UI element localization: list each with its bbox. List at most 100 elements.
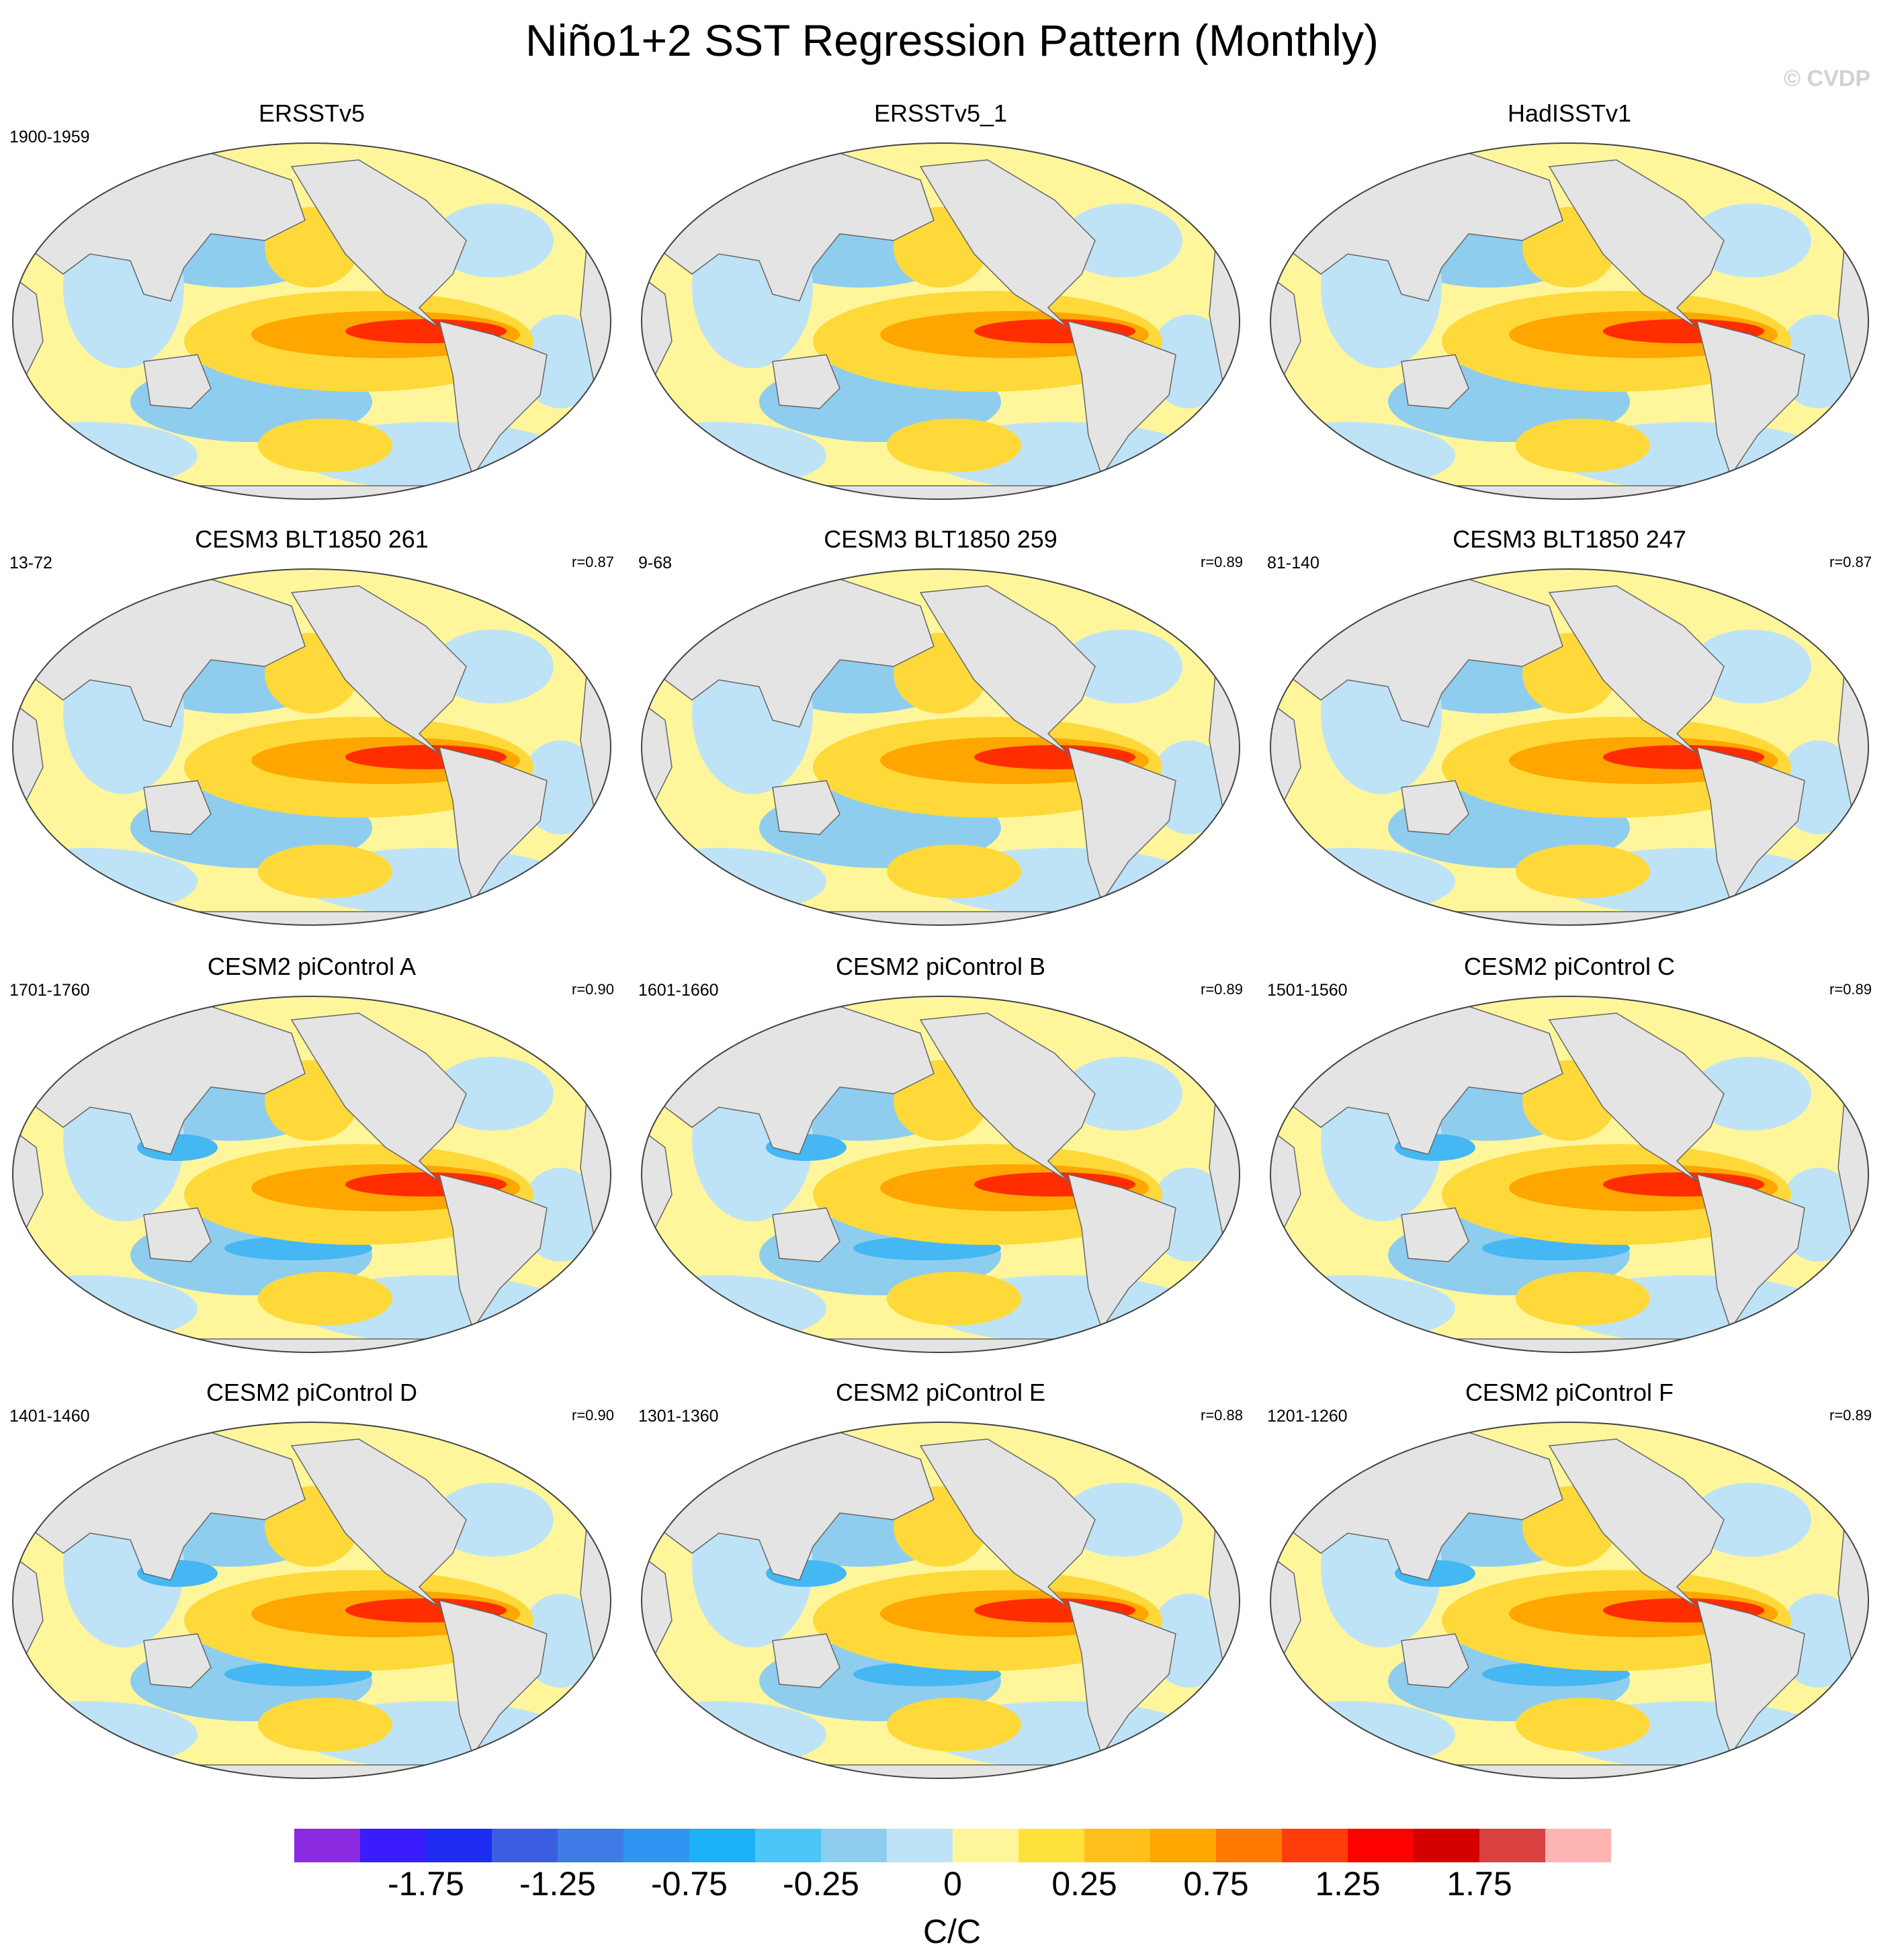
map-border: [1270, 568, 1869, 926]
land-antarctica: [1270, 1764, 1868, 1778]
colorbar-swatch: [360, 1829, 426, 1862]
colorbar-unit: C/C: [922, 1913, 982, 1950]
map-border: [1270, 142, 1869, 500]
land-south-america: [438, 746, 548, 903]
colorbar-swatch: [1216, 1829, 1282, 1862]
negative-anomaly-region: [433, 630, 554, 703]
colorbar-swatch: [821, 1829, 887, 1862]
negative-anomaly-region: [433, 1057, 554, 1131]
colorbar-swatch: [1479, 1829, 1545, 1862]
positive-anomaly-region: [258, 1272, 392, 1326]
sst-regression-map: [641, 142, 1240, 500]
land-australia: [772, 1207, 840, 1262]
land-australia: [772, 1633, 840, 1688]
map-border: [12, 996, 611, 1353]
panel-title: CESM2 piControl C: [1463, 953, 1676, 980]
sst-regression-map: [1270, 996, 1869, 1353]
land-north-america: [919, 1438, 1096, 1608]
land-south-america: [438, 1173, 548, 1330]
land-north-america: [919, 159, 1096, 329]
land-north-america: [290, 1438, 467, 1608]
negative-anomaly-region: [1062, 1483, 1182, 1557]
colorbar-swatch: [623, 1829, 689, 1862]
panel-correlation: r=0.90: [572, 1407, 614, 1424]
panel-correlation: r=0.89: [1829, 981, 1872, 998]
land-south-america: [1696, 320, 1805, 477]
positive-anomaly-region: [1516, 419, 1650, 472]
land-australia: [1401, 780, 1469, 835]
colorbar-swatch: [689, 1829, 755, 1862]
map-panel: CESM2 piControl F 1201-1260 r=0.89: [1267, 1379, 1872, 1782]
colorbar-swatch: [426, 1829, 492, 1862]
colorbar-swatch: [1348, 1829, 1414, 1862]
positive-anomaly-region: [887, 844, 1021, 898]
cvdp-credit: © CVDP: [1784, 66, 1870, 91]
map-panel: CESM2 piControl A 1701-1760 r=0.90: [9, 953, 614, 1356]
map-panel: CESM2 piControl B 1601-1660 r=0.89: [638, 953, 1243, 1356]
colorbar-tick-label: -1.25: [519, 1865, 596, 1903]
colorbar-swatch: [492, 1829, 558, 1862]
panel-correlation: r=0.87: [572, 554, 614, 570]
map-panel: CESM2 piControl D 1401-1460 r=0.90: [9, 1379, 614, 1782]
positive-anomaly-region: [258, 1698, 392, 1751]
panel-title: CESM3 BLT1850 247: [1453, 525, 1686, 553]
sst-regression-map: [1270, 568, 1869, 926]
panel-period: 1501-1560: [1267, 981, 1348, 1000]
colorbar-tick-label: 0.75: [1183, 1865, 1249, 1903]
panel-period: 1601-1660: [638, 981, 719, 1000]
positive-anomaly-region: [1516, 844, 1650, 898]
land-antarctica: [1270, 1338, 1868, 1352]
land-north-america: [1548, 1012, 1725, 1182]
panel-title: CESM2 piControl F: [1465, 1379, 1674, 1406]
positive-anomaly-region: [258, 844, 392, 898]
panel-period: 1701-1760: [9, 981, 90, 1000]
land-south-america: [1696, 1173, 1805, 1330]
land-antarctica: [1270, 911, 1868, 925]
map-border: [641, 996, 1240, 1353]
land-north-america: [1548, 159, 1725, 329]
land-antarctica: [642, 1764, 1240, 1778]
land-south-america: [1067, 320, 1176, 477]
panel-period: 1201-1260: [1267, 1407, 1348, 1426]
positive-anomaly-region: [887, 419, 1021, 472]
land-australia: [772, 780, 840, 835]
land-south-america: [1067, 1173, 1176, 1330]
map-panel: CESM2 piControl E 1301-1360 r=0.88: [638, 1379, 1243, 1782]
colorbar-tick-label: 1.75: [1446, 1865, 1512, 1903]
negative-anomaly-region: [433, 1483, 554, 1557]
panel-title: CESM3 BLT1850 261: [195, 525, 429, 553]
panel-correlation: r=0.90: [572, 981, 614, 998]
panel-period: 1301-1360: [638, 1407, 719, 1426]
land-south-america: [1696, 1599, 1805, 1756]
panel-period: 81-140: [1267, 554, 1319, 572]
land-antarctica: [642, 1338, 1240, 1352]
land-south-america: [438, 320, 548, 477]
map-border: [641, 568, 1240, 926]
land-south-america: [1067, 1599, 1176, 1756]
panel-correlation: r=0.89: [1201, 554, 1243, 570]
land-antarctica: [13, 1764, 611, 1778]
colorbar-swatch: [1150, 1829, 1216, 1862]
map-panel: CESM3 BLT1850 261 13-72 r=0.87: [9, 525, 614, 928]
land-north-america: [1548, 1438, 1725, 1608]
negative-anomaly-region: [433, 204, 554, 277]
negative-anomaly-region: [1690, 1483, 1811, 1557]
land-australia: [143, 1207, 212, 1262]
panel-correlation: r=0.87: [1829, 554, 1872, 570]
colorbar-tick-label: -1.75: [388, 1865, 464, 1903]
negative-anomaly-region: [1690, 204, 1811, 277]
negative-anomaly-region: [1690, 630, 1811, 703]
negative-anomaly-region: [1062, 204, 1182, 277]
panel-correlation: r=0.89: [1829, 1407, 1872, 1424]
land-antarctica: [13, 1338, 611, 1352]
colorbar-swatch: [1414, 1829, 1479, 1862]
land-australia: [1401, 1207, 1469, 1262]
map-border: [12, 568, 611, 926]
negative-anomaly-region: [1690, 1057, 1811, 1131]
land-north-america: [290, 1012, 467, 1182]
land-australia: [1401, 354, 1469, 409]
colorbar-swatch: [887, 1829, 953, 1862]
panel-title: HadISSTv1: [1507, 99, 1632, 127]
colorbar-tick-label: -0.75: [651, 1865, 728, 1903]
land-south-america: [1067, 746, 1176, 903]
